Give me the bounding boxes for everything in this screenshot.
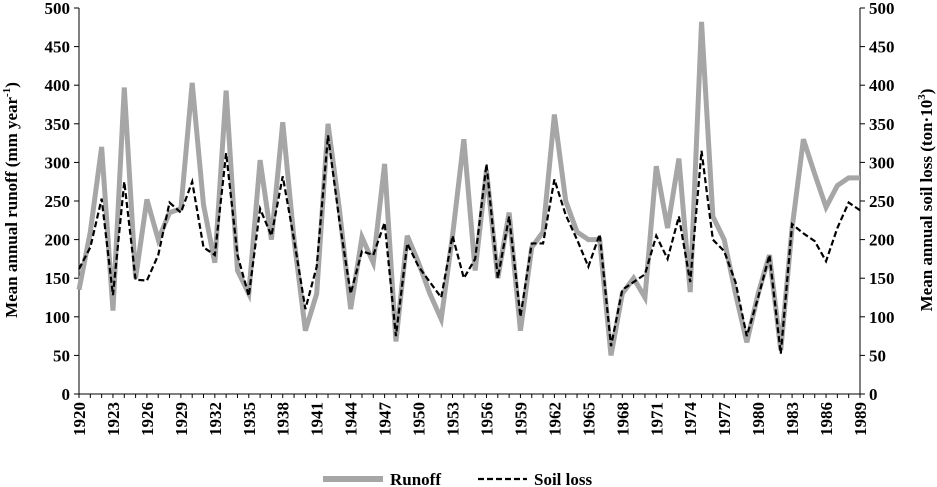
x-tick-label: 1944 — [342, 402, 361, 437]
legend: Runoff Soil loss — [323, 470, 592, 487]
x-tick-label: 1950 — [410, 402, 429, 436]
legend-runoff-label: Runoff — [390, 470, 441, 487]
x-tick-label: 1923 — [104, 402, 123, 436]
y2-tick-label: 350 — [869, 115, 895, 134]
x-tick-label: 1986 — [817, 402, 836, 436]
x-tick-label: 1983 — [783, 402, 802, 436]
x-axis-ticks: 1920 1923 1926 1929 1932 1935 1938 1941 1944 1947… — [70, 394, 870, 436]
x-tick-label: 1941 — [308, 402, 327, 436]
legend-soil-loss-label: Soil loss — [534, 470, 592, 487]
series-group — [76, 21, 861, 356]
y-tick-label: 300 — [45, 153, 71, 172]
x-tick-label: 1926 — [138, 402, 157, 436]
y-tick-label: 0 — [62, 385, 71, 404]
y2-tick-label: 450 — [869, 38, 895, 57]
y-tick-label: 450 — [45, 38, 71, 57]
x-tick-label: 1956 — [477, 402, 496, 436]
y2-tick-label: 50 — [869, 346, 886, 365]
x-tick-label: 1980 — [749, 402, 768, 436]
y2-tick-label: 100 — [869, 308, 895, 327]
x-tick-label: 1920 — [70, 402, 89, 436]
y-axis-title: Mean annual runoff (mm year-1) — [1, 82, 21, 318]
y2-axis-title: Mean annual soil loss (ton·103) — [916, 89, 936, 312]
y-tick-label: 200 — [45, 231, 71, 250]
x-tick-label: 1977 — [715, 402, 734, 437]
y-tick-label: 500 — [45, 0, 71, 18]
y2-tick-label: 0 — [869, 385, 878, 404]
x-tick-label: 1935 — [240, 402, 259, 436]
runoff-series-line — [76, 21, 860, 356]
y-tick-label: 400 — [45, 76, 71, 95]
x-tick-label: 1929 — [172, 402, 191, 436]
x-tick-label: 1932 — [206, 402, 225, 436]
y-tick-label: 150 — [45, 269, 71, 288]
y2-tick-label: 400 — [869, 76, 895, 95]
y2-tick-label: 500 — [869, 0, 895, 18]
y-axis-ticks: 0 50 100 150 200 250 300 350 400 450 500 — [45, 0, 79, 404]
y-tick-label: 50 — [53, 346, 70, 365]
x-tick-label: 1974 — [681, 402, 700, 437]
y2-tick-label: 250 — [869, 192, 895, 211]
x-tick-label: 1947 — [376, 402, 395, 437]
y2-tick-label: 200 — [869, 231, 895, 250]
x-tick-label: 1971 — [647, 402, 666, 436]
x-tick-label: 1938 — [274, 402, 293, 436]
y-tick-label: 350 — [45, 115, 71, 134]
y2-axis-ticks: 0 50 100 150 200 250 300 350 400 450 500 — [860, 0, 895, 404]
y-tick-label: 100 — [45, 308, 71, 327]
y2-tick-label: 150 — [869, 269, 895, 288]
x-tick-label: 1962 — [545, 402, 564, 436]
y-tick-label: 250 — [45, 192, 71, 211]
x-tick-label: 1953 — [444, 402, 463, 436]
x-tick-label: 1965 — [579, 402, 598, 436]
x-tick-label: 1989 — [851, 402, 870, 436]
x-tick-label: 1959 — [511, 402, 530, 436]
x-tick-label: 1968 — [613, 402, 632, 436]
soil-loss-series-line — [78, 135, 861, 354]
y2-tick-label: 300 — [869, 153, 895, 172]
